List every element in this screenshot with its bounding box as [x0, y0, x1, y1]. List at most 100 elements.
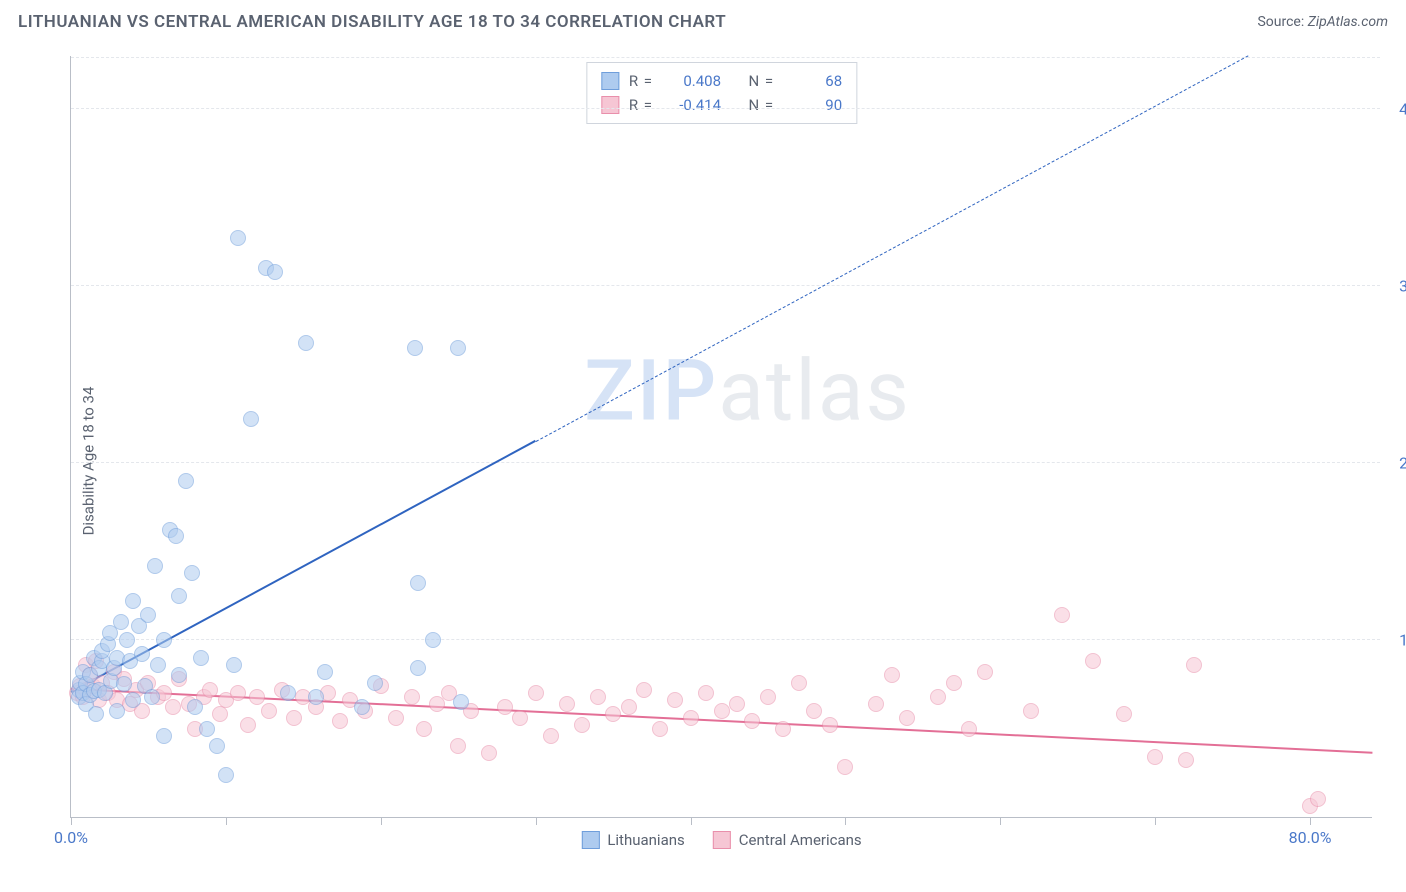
data-point	[226, 657, 242, 673]
data-point	[416, 721, 432, 737]
data-point	[410, 660, 426, 676]
swatch-lithuanians	[601, 72, 619, 90]
data-point	[113, 614, 129, 630]
data-point	[317, 664, 333, 680]
data-point	[652, 721, 668, 737]
y-tick-label: 20.0%	[1382, 454, 1406, 473]
data-point	[946, 675, 962, 691]
data-point	[806, 703, 822, 719]
data-point	[125, 692, 141, 708]
watermark-right: atlas	[718, 341, 911, 440]
data-point	[1085, 653, 1101, 669]
watermark: ZIPatlas	[584, 341, 911, 440]
data-point	[543, 728, 559, 744]
x-tick	[71, 817, 72, 825]
data-point	[156, 728, 172, 744]
data-point	[410, 575, 426, 591]
plot-area: ZIPatlas R = 0.408 N = 68 R = -0.414 N =…	[70, 56, 1372, 818]
data-point	[407, 340, 423, 356]
data-point	[218, 767, 234, 783]
y-tick-label: 30.0%	[1382, 277, 1406, 296]
data-point	[667, 692, 683, 708]
data-point	[636, 682, 652, 698]
chart-header: LITHUANIAN VS CENTRAL AMERICAN DISABILIT…	[0, 0, 1406, 40]
data-point	[930, 689, 946, 705]
data-point	[354, 699, 370, 715]
x-tick	[691, 817, 692, 825]
data-point	[868, 696, 884, 712]
x-tick	[536, 817, 537, 825]
gridline	[71, 108, 1380, 109]
data-point	[332, 713, 348, 729]
n-value-central-americans: 90	[784, 93, 842, 117]
data-point	[193, 650, 209, 666]
gridline	[71, 285, 1380, 286]
data-point	[199, 721, 215, 737]
r-label: R =	[629, 69, 653, 93]
x-tick	[1155, 817, 1156, 825]
source-link[interactable]: ZipAtlas.com	[1308, 14, 1388, 30]
x-tick	[381, 817, 382, 825]
data-point	[187, 699, 203, 715]
data-point	[683, 710, 699, 726]
data-point	[791, 675, 807, 691]
gridline	[71, 462, 1380, 463]
data-point	[116, 676, 132, 692]
data-point	[760, 689, 776, 705]
data-point	[714, 703, 730, 719]
data-point	[621, 699, 637, 715]
data-point	[605, 706, 621, 722]
data-point	[512, 710, 528, 726]
swatch-central-americans	[713, 831, 731, 849]
data-point	[1186, 657, 1202, 673]
data-point	[1116, 706, 1132, 722]
data-point	[450, 738, 466, 754]
legend-row-central-americans: R = -0.414 N = 90	[601, 93, 842, 117]
data-point	[559, 696, 575, 712]
data-point	[425, 632, 441, 648]
series-legend: Lithuanians Central Americans	[581, 831, 861, 849]
data-point	[280, 685, 296, 701]
x-tick-label: 0.0%	[54, 828, 88, 847]
data-point	[134, 646, 150, 662]
data-point	[249, 689, 265, 705]
data-point	[450, 340, 466, 356]
swatch-lithuanians	[581, 831, 599, 849]
watermark-left: ZIP	[584, 341, 718, 440]
data-point	[497, 699, 513, 715]
gridline	[71, 57, 1380, 58]
data-point	[168, 528, 184, 544]
gridline	[71, 639, 1380, 640]
data-point	[775, 721, 791, 737]
x-tick	[845, 817, 846, 825]
series-label-central-americans: Central Americans	[739, 831, 862, 849]
data-point	[961, 721, 977, 737]
data-point	[388, 710, 404, 726]
data-point	[88, 706, 104, 722]
n-label: N =	[749, 93, 775, 117]
x-tick	[1000, 817, 1001, 825]
swatch-central-americans	[601, 96, 619, 114]
data-point	[156, 632, 172, 648]
data-point	[298, 335, 314, 351]
data-point	[140, 607, 156, 623]
data-point	[977, 664, 993, 680]
data-point	[590, 689, 606, 705]
source-prefix: Source:	[1257, 14, 1307, 30]
data-point	[744, 713, 760, 729]
r-value-central-americans: -0.414	[663, 93, 721, 117]
data-point	[899, 710, 915, 726]
data-point	[209, 738, 225, 754]
source-attribution: Source: ZipAtlas.com	[1257, 14, 1388, 30]
data-point	[109, 703, 125, 719]
chart-title: LITHUANIAN VS CENTRAL AMERICAN DISABILIT…	[18, 12, 726, 32]
data-point	[171, 667, 187, 683]
data-point	[150, 657, 166, 673]
r-value-lithuanians: 0.408	[663, 69, 721, 93]
data-point	[147, 558, 163, 574]
data-point	[822, 717, 838, 733]
data-point	[367, 675, 383, 691]
data-point	[884, 667, 900, 683]
chart-container: Disability Age 18 to 34 ZIPatlas R = 0.4…	[18, 48, 1388, 874]
data-point	[1147, 749, 1163, 765]
